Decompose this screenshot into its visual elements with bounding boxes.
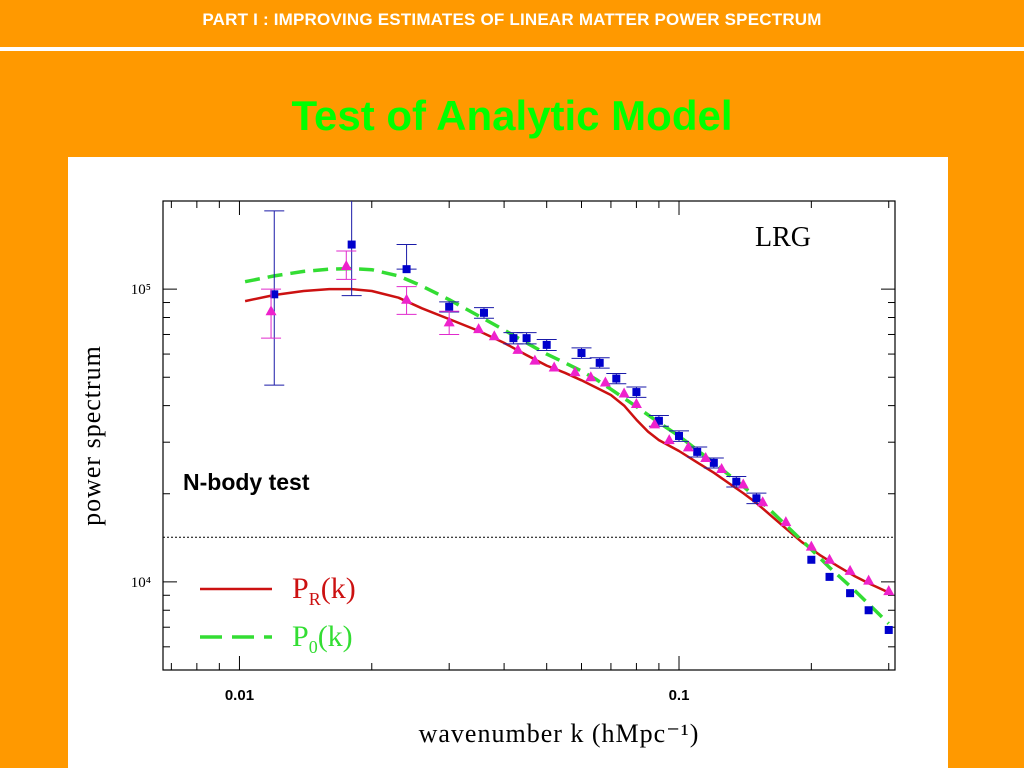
- lrg-label: LRG: [755, 222, 811, 253]
- blue-square-point: [884, 625, 893, 634]
- blue-square-point: [445, 302, 454, 311]
- magenta-triangle-point: [757, 496, 769, 507]
- y-axis-label: power spectrum: [77, 345, 106, 526]
- magenta-triangle-point: [618, 387, 630, 398]
- magenta-triangle-point: [883, 585, 895, 596]
- blue-square-point: [595, 358, 604, 367]
- magenta-triangle-point: [529, 354, 541, 365]
- magenta-triangle-point: [265, 305, 277, 316]
- figure-panel: 0.01 0.1 10⁴ 10⁵ wavenumber k (hMpc⁻¹) power …: [68, 157, 948, 768]
- magenta-triangle-point: [844, 564, 856, 575]
- blue-square-point: [270, 290, 279, 299]
- blue-square-point: [752, 494, 761, 503]
- magenta-triangle-point: [340, 259, 352, 270]
- legend-p0-subscript: 0: [309, 637, 318, 657]
- magenta-triangle-point: [682, 441, 694, 452]
- blue-square-point: [675, 431, 684, 440]
- blue-square-point: [654, 416, 663, 425]
- magenta-triangle-point: [700, 451, 712, 462]
- blue-square-point: [612, 374, 621, 383]
- legend-p0-suffix: (k): [318, 620, 353, 653]
- legend-pr-label: PR(k): [292, 572, 356, 609]
- magenta-triangle-point: [473, 323, 485, 334]
- nbody-test-label: N-body test: [183, 469, 310, 495]
- power-spectrum-chart: 0.01 0.1 10⁴ 10⁵ wavenumber k (hMpc⁻¹) power …: [77, 200, 896, 748]
- magenta-triangle-point: [630, 398, 642, 409]
- magenta-triangle-point: [716, 462, 728, 473]
- slide-title: Test of Analytic Model: [291, 92, 733, 139]
- blue-square-point: [693, 447, 702, 456]
- legend-pr-subscript: R: [309, 589, 321, 609]
- magenta-triangle-point: [599, 376, 611, 387]
- pr-series-line: [244, 287, 890, 594]
- blue-square-point: [522, 334, 531, 343]
- magenta-triangle-point: [737, 478, 749, 489]
- header-title: PART I : IMPROVING ESTIMATES OF LINEAR M…: [202, 10, 822, 29]
- blue-square-point: [732, 477, 741, 486]
- blue-square-point: [846, 589, 855, 598]
- magenta-triangle-point: [805, 540, 817, 551]
- blue-square-point: [825, 572, 834, 581]
- magenta-triangle-point: [824, 553, 836, 564]
- magenta-triangle-point: [863, 574, 875, 585]
- y-tick-label: 10⁵: [131, 282, 151, 298]
- y-tick-label: 10⁴: [131, 575, 151, 591]
- legend-p0-label: P0(k): [292, 620, 353, 657]
- magenta-triangle-point: [649, 418, 661, 429]
- magenta-triangle-point: [585, 371, 597, 382]
- blue-square-point: [509, 334, 518, 343]
- magenta-triangle-point: [780, 516, 792, 527]
- blue-square-point: [479, 308, 488, 317]
- magenta-triangle-point: [443, 316, 455, 327]
- x-tick-label: 0.1: [669, 687, 690, 704]
- blue-square-point: [632, 388, 641, 397]
- x-tick-label: 0.01: [225, 687, 254, 704]
- plot-frame: [162, 200, 896, 671]
- magenta-triangle-point: [488, 330, 500, 341]
- blue-square-point: [864, 606, 873, 615]
- blue-square-point: [542, 340, 551, 349]
- magenta-triangle-point: [512, 343, 524, 354]
- legend-p0-symbol: P: [292, 620, 309, 653]
- legend-pr-suffix: (k): [321, 572, 356, 605]
- legend-pr-symbol: P: [292, 572, 309, 605]
- p0-series-line: [244, 266, 890, 625]
- plot-area: [244, 201, 895, 634]
- blue-square-point: [807, 555, 816, 564]
- blue-square-point: [577, 349, 586, 358]
- header-divider: [0, 47, 1024, 51]
- x-axis-label: wavenumber k (hMpc⁻¹): [419, 719, 700, 748]
- magenta-triangle-point: [663, 434, 675, 445]
- blue-square-point: [402, 265, 411, 274]
- magenta-triangle-point: [569, 366, 581, 377]
- magenta-triangle-point: [548, 361, 560, 372]
- blue-square-point: [709, 458, 718, 467]
- blue-square-point: [347, 240, 356, 249]
- magenta-triangle-point: [401, 293, 413, 304]
